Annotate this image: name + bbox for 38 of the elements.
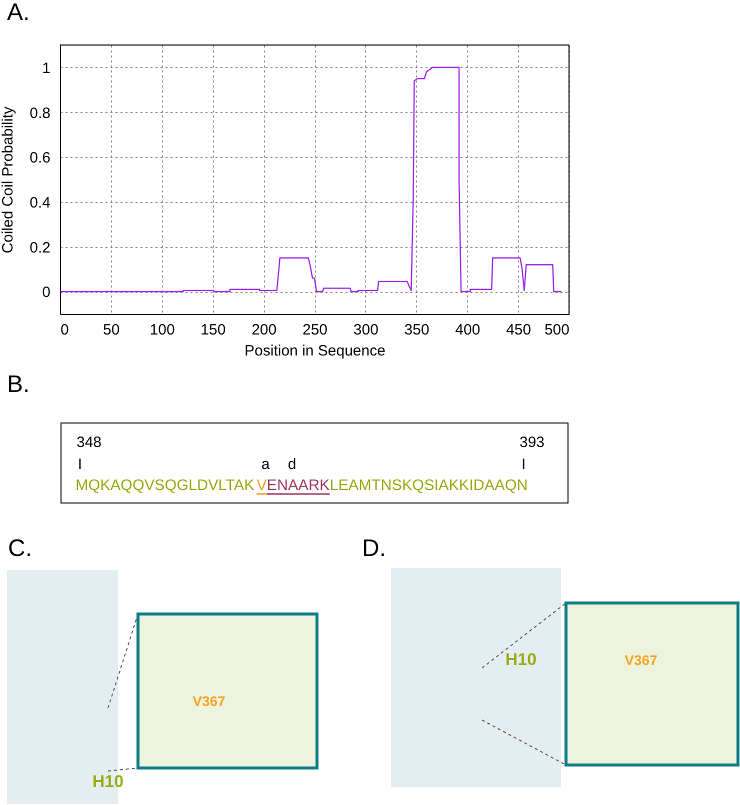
x-tick-label: 0 [60, 322, 69, 338]
x-tick-label: 50 [103, 322, 120, 338]
text: A. [7, 0, 30, 26]
y-tick-label: 0.8 [30, 104, 50, 122]
x-tick-label: 450 [506, 322, 532, 338]
text: B. [7, 371, 30, 398]
x-tick-label: 100 [150, 322, 175, 338]
text: V367 [624, 652, 658, 668]
text: I [78, 456, 82, 473]
text: 393 [519, 434, 545, 451]
y-tick-label: 0.6 [30, 150, 50, 167]
text: LEAMTNSKQSIAKKIDAAQN [330, 477, 528, 494]
y-tick-label: 0.4 [30, 194, 50, 212]
line-series [60, 66, 562, 292]
text: ENAARK [266, 477, 331, 494]
y-axis-title: Coiled Coil Probability [0, 106, 17, 254]
text: H10 [92, 772, 124, 791]
y-tick-label: 0 [42, 284, 50, 302]
text: d [288, 456, 296, 473]
x-tick-label: 500 [544, 322, 570, 338]
text: MQKAQQVSQGLDVLTAK [76, 477, 256, 494]
text: H10 [505, 650, 537, 669]
text: V367 [192, 693, 226, 709]
x-tick-label: 200 [252, 322, 277, 338]
x-tick-label: 300 [353, 322, 378, 338]
text: D. [362, 535, 386, 562]
x-tick-label: 150 [200, 322, 226, 338]
x-axis-title: Position in Sequence [244, 342, 386, 360]
x-tick-label: 400 [455, 322, 480, 338]
y-tick-label: 0.2 [30, 239, 50, 256]
text: V [256, 477, 268, 494]
y-tick-label: 1 [42, 60, 50, 77]
x-tick-label: 350 [404, 322, 430, 338]
text: 348 [76, 434, 102, 451]
text: I [522, 456, 526, 473]
text: C. [8, 535, 32, 562]
text: a [261, 456, 270, 473]
x-tick-label: 250 [302, 322, 328, 338]
